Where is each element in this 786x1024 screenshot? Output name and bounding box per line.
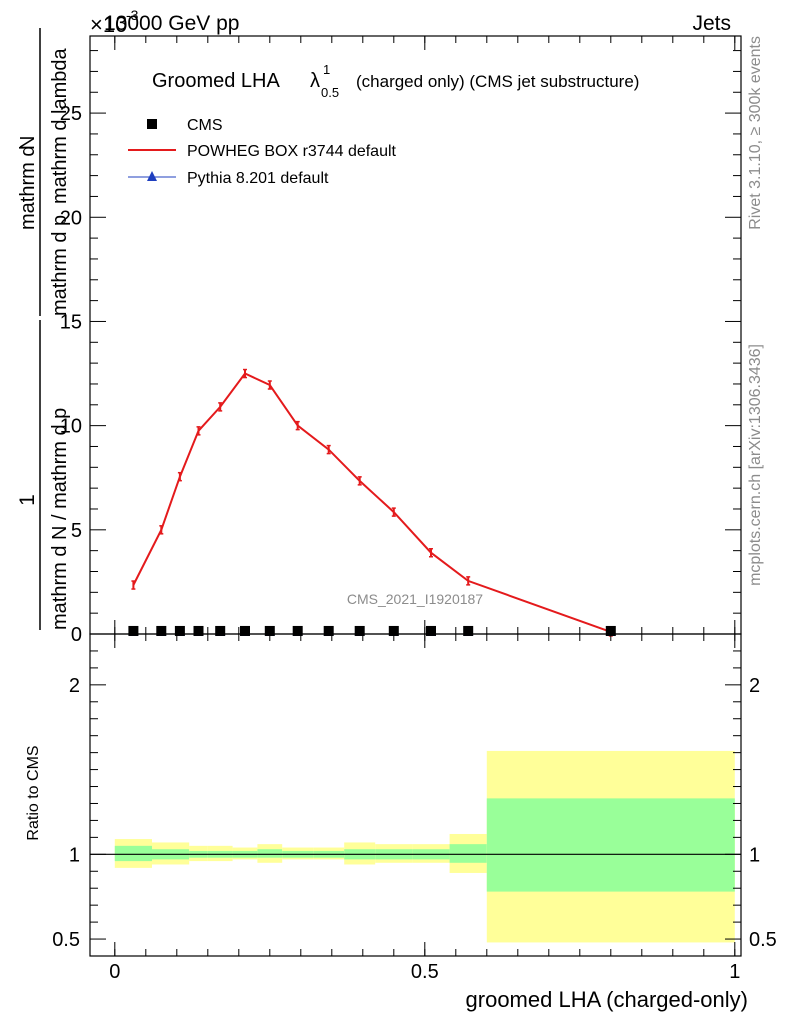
ylabel-one: 1: [16, 494, 39, 506]
cms-marker: [215, 625, 226, 636]
ratio-axis-ticks: 0.5 0.5 1 1 2 2 0 0.5 1: [52, 634, 777, 983]
title-symbol: λ: [310, 70, 320, 92]
legend-pythia-marker: [147, 171, 157, 181]
rivet-label: Rivet 3.1.10, ≥ 300k events: [747, 36, 764, 230]
main-ytick-label: 5: [71, 520, 82, 542]
ratio-ylabel: Ratio to CMS: [25, 745, 42, 840]
legend: CMS POWHEG BOX r3744 default Pythia 8.20…: [128, 117, 397, 187]
legend-cms-label: CMS: [187, 117, 223, 134]
cms-marker: [174, 625, 185, 636]
ratio-xtick-label: 0.5: [411, 961, 439, 983]
energy-label: 13000 GeV pp: [104, 12, 239, 35]
ylabel-numerator-2-rest: N: [17, 136, 39, 150]
cms-marker: [354, 625, 365, 636]
cms-marker: [128, 625, 139, 636]
ratio-bands-layer: [90, 750, 741, 943]
exponent-label: ×10: [90, 12, 127, 37]
main-ytick-label: 25: [60, 103, 82, 125]
main-ytick-label: 20: [60, 207, 82, 229]
cms-marker: [240, 625, 250, 636]
cms-marker: [388, 625, 399, 636]
ratio-xtick-label: 0: [109, 961, 120, 983]
ratio-ytick-label-left: 0.5: [52, 929, 80, 951]
title-sub: 0.5: [321, 85, 339, 100]
main-ytick-label: 15: [60, 311, 82, 333]
legend-cms-marker: [147, 119, 157, 129]
cms-marker: [605, 625, 616, 636]
title-sup: 1: [323, 62, 330, 77]
process-label: Jets: [692, 12, 731, 35]
cms-marker: [156, 625, 167, 636]
ratio-ytick-label-right: 2: [749, 675, 760, 697]
ratio-ytick-label-right: 1: [749, 844, 760, 866]
cms-marker: [323, 625, 334, 636]
ratio-ytick-label-left: 2: [69, 675, 80, 697]
main-axis-ticks: 0 5 10 15 20 25: [60, 36, 741, 646]
cms-marker: [426, 625, 436, 636]
exponent-power: -3: [126, 7, 139, 23]
ratio-inner-band: [449, 844, 487, 863]
main-ytick-label: 0: [71, 624, 82, 646]
ratio-xtick-label: 1: [729, 961, 740, 983]
mcplots-label: mcplots.cern.ch [arXiv:1306.3436]: [747, 344, 764, 586]
ylabel-denominator: mathrm d N / mathrm d p: [49, 408, 71, 630]
cms-marker: [264, 625, 275, 636]
ylabel-denominator-2: mathrm d p: [49, 215, 71, 316]
cms-marker: [463, 625, 474, 636]
analysis-watermark: CMS_2021_I1920187: [347, 591, 483, 607]
ratio-plot-frame: [89, 633, 742, 957]
ratio-ytick-label-left: 1: [69, 844, 80, 866]
ratio-ytick-label-right: 0.5: [749, 929, 777, 951]
ylabel-numerator-2: mathrm d: [17, 146, 39, 230]
main-ylabel: 1 mathrm d N / mathrm d p mathrm d N mat…: [16, 28, 71, 630]
xlabel: groomed LHA (charged-only): [466, 987, 748, 1012]
title-suffix: (charged only) (CMS jet substructure): [356, 72, 639, 91]
legend-pythia-label: Pythia 8.201 default: [187, 170, 329, 187]
powheg-line: [132, 372, 612, 633]
cms-marker: [193, 625, 204, 636]
cms-marker: [292, 625, 303, 636]
plot-title: Groomed LHA λ 1 0.5 (charged only) (CMS …: [152, 62, 639, 100]
title-main: Groomed LHA: [152, 70, 280, 92]
ratio-inner-band: [114, 845, 152, 862]
main-ytick-label: 10: [60, 416, 82, 438]
ratio-inner-band: [257, 849, 283, 858]
ylabel-denominator-2-rest: mathrm d lambda: [49, 48, 71, 204]
legend-powheg-label: POWHEG BOX r3744 default: [187, 143, 397, 160]
ratio-inner-band: [486, 798, 735, 892]
